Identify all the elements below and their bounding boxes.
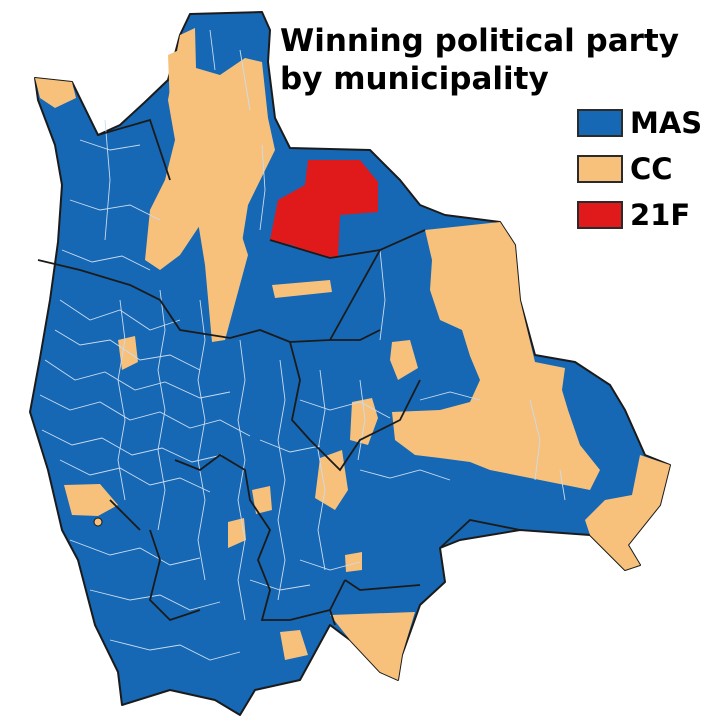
title-line-2: by municipality bbox=[280, 61, 549, 97]
cc-region-pando-strip bbox=[168, 45, 192, 108]
department-borders bbox=[37, 118, 521, 626]
legend-label-21f: 21F bbox=[630, 197, 691, 232]
title-line-1: Winning political party bbox=[280, 23, 679, 59]
cc-region-lapaz-patch bbox=[118, 336, 138, 370]
cc-regions bbox=[35, 28, 670, 680]
cc-region-southwest-patch bbox=[228, 518, 246, 548]
cc-region-south-patch-1 bbox=[330, 612, 415, 680]
legend-swatch-21f bbox=[577, 200, 623, 229]
cc-region-center-strip bbox=[272, 280, 332, 298]
cc-region-santa-cruz-east bbox=[392, 222, 600, 490]
21f-regions bbox=[270, 160, 378, 258]
lake-marker bbox=[93, 517, 103, 527]
cc-region-south-small bbox=[345, 552, 362, 572]
legend-label-mas: MAS bbox=[630, 105, 703, 140]
cc-region-southeast-corner bbox=[585, 455, 670, 570]
legend-swatch-mas bbox=[577, 108, 623, 137]
cc-region-south-patch-2 bbox=[280, 630, 308, 660]
cc-region-central-patch bbox=[252, 486, 272, 514]
legend-item-cc: CC bbox=[577, 151, 702, 186]
legend-swatch-cc bbox=[577, 154, 623, 183]
cc-region-north-center-wedge bbox=[198, 222, 248, 342]
legend: MAS CC 21F bbox=[577, 106, 702, 244]
cc-region-northwest-tip bbox=[35, 78, 76, 108]
cc-region-center-east-patch-2 bbox=[315, 450, 348, 510]
cc-region-center-east-patch bbox=[350, 398, 378, 445]
legend-label-cc: CC bbox=[630, 151, 673, 186]
legend-item-21f: 21F bbox=[577, 197, 702, 232]
21f-region-beni bbox=[270, 160, 378, 258]
legend-item-mas: MAS bbox=[577, 105, 703, 140]
map-title: Winning political party by municipality bbox=[280, 22, 679, 98]
cc-region-west-pocket bbox=[64, 484, 118, 516]
municipal-borders bbox=[39, 29, 566, 661]
cc-region-east-pocket bbox=[390, 340, 418, 380]
